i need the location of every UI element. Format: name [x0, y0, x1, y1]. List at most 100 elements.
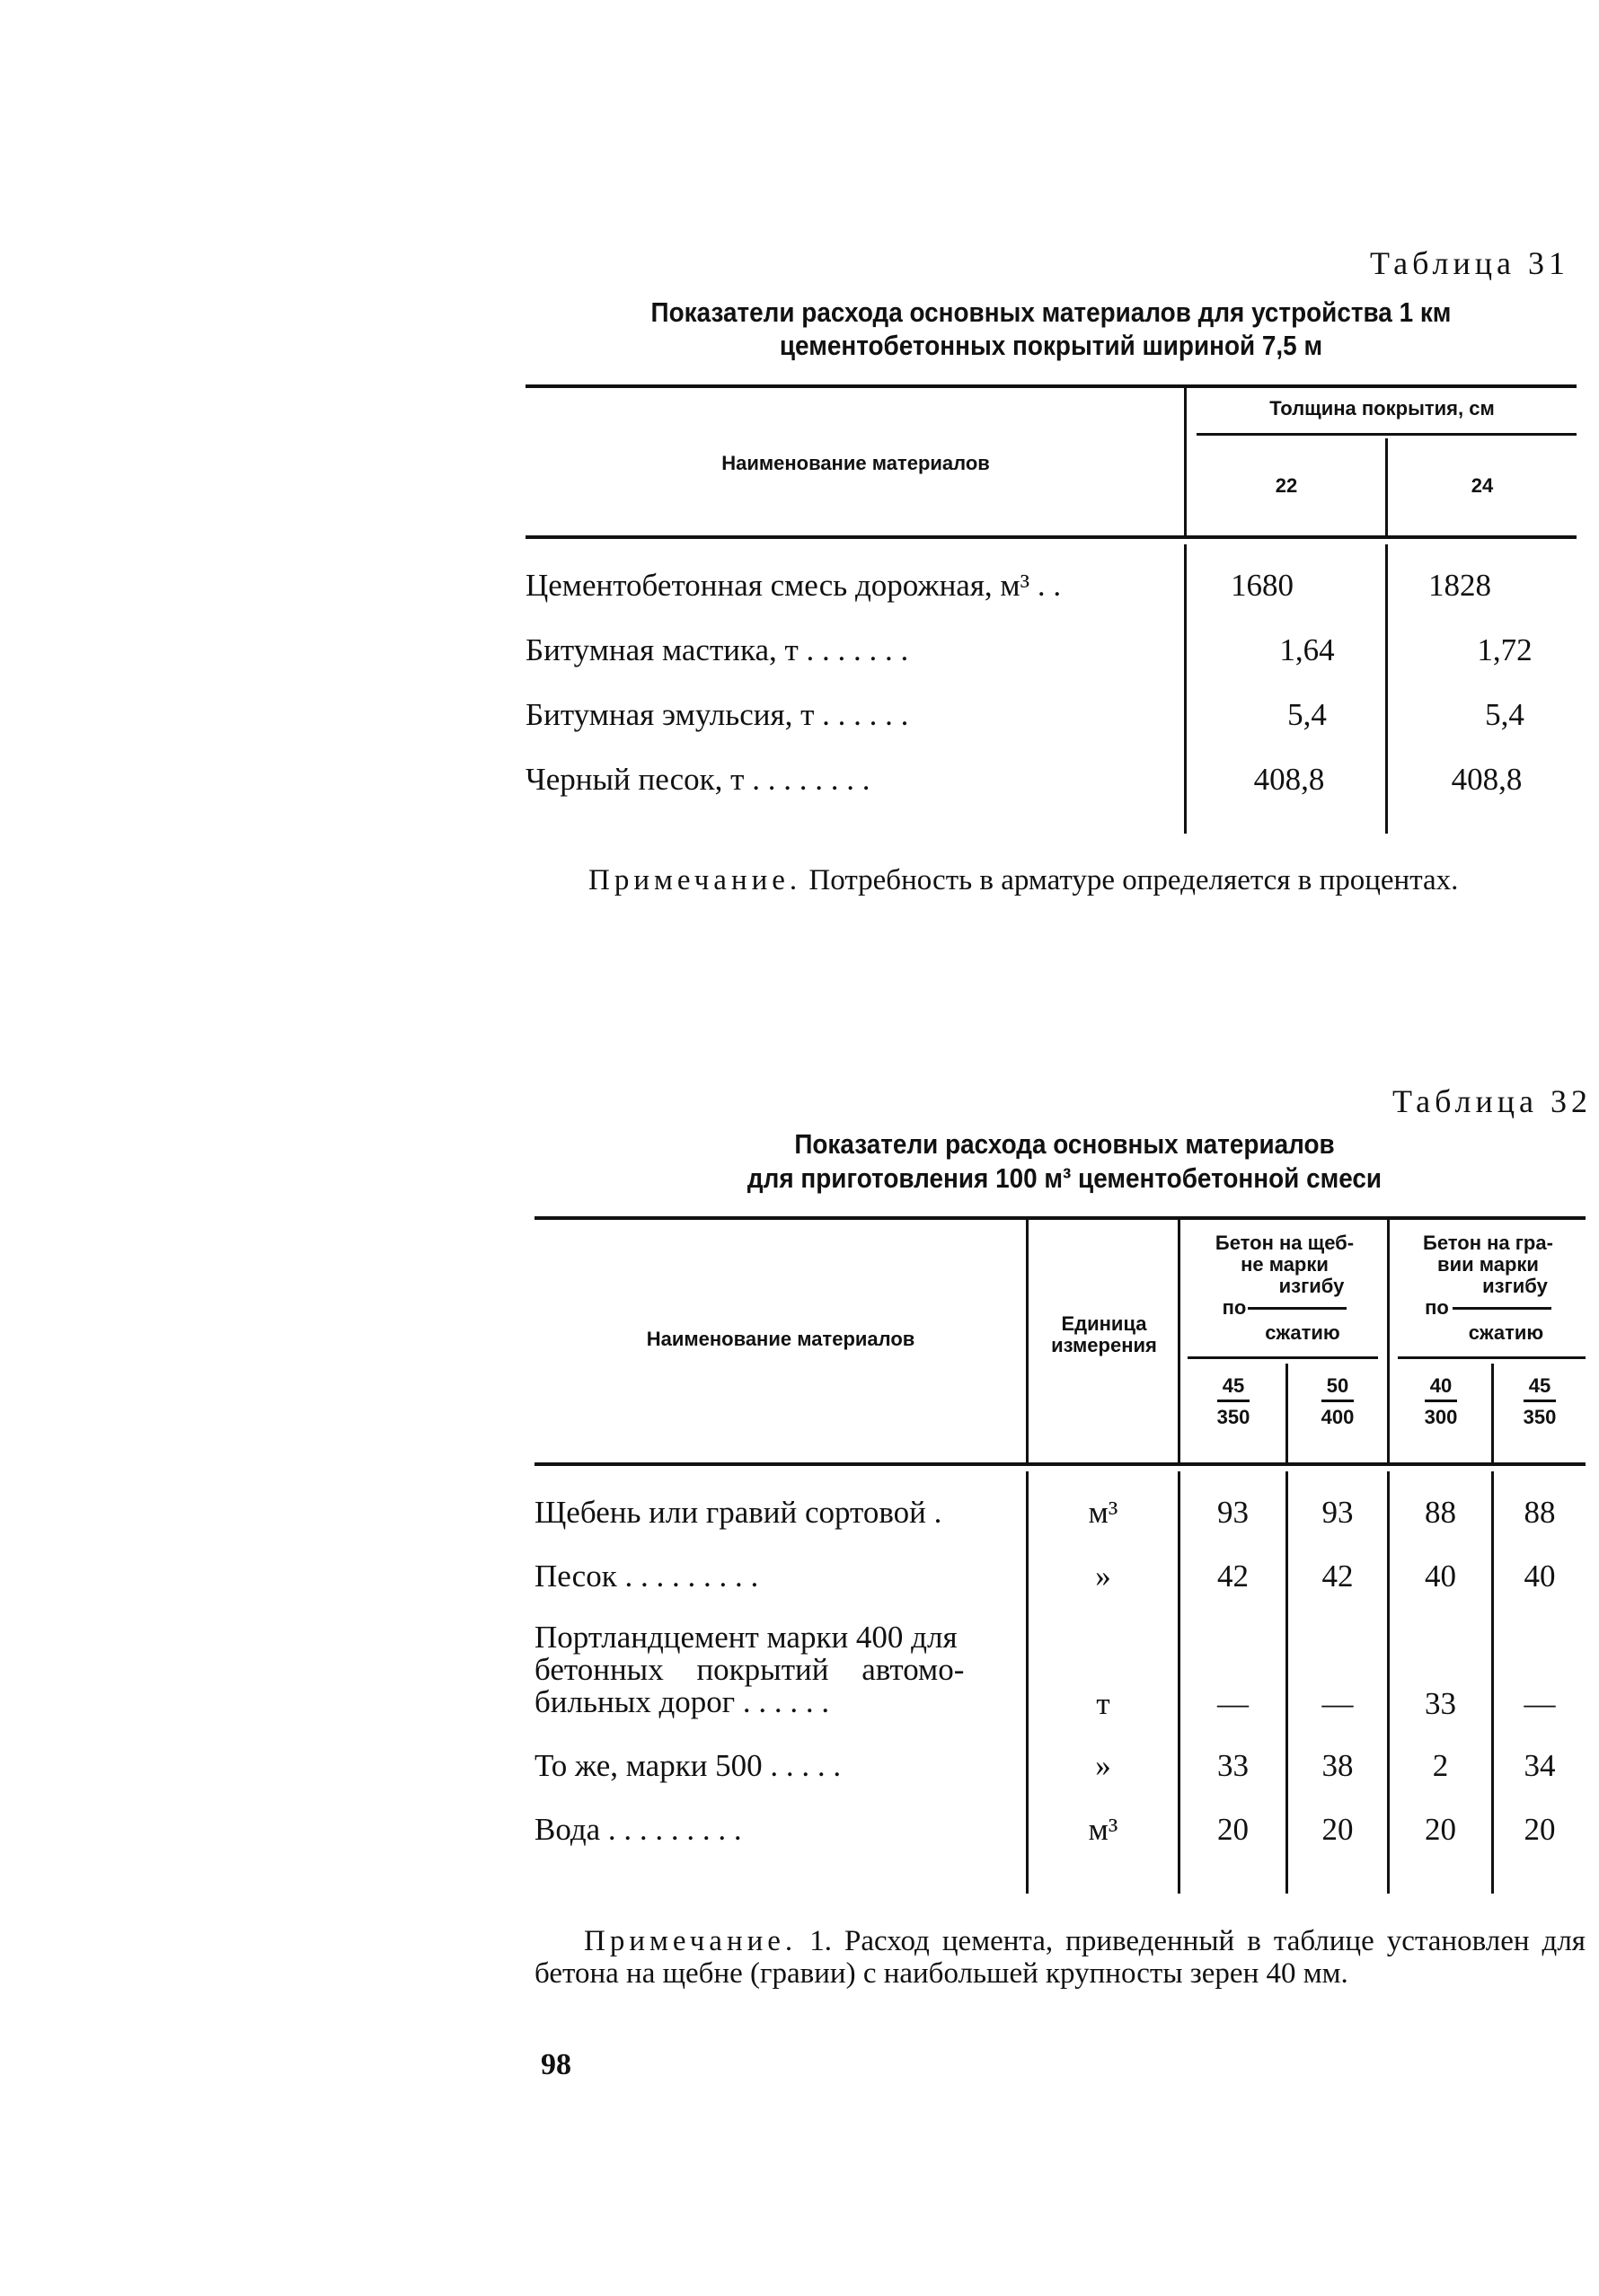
- t32-unit-cell: т: [1096, 1686, 1110, 1721]
- rule: [1188, 1356, 1378, 1359]
- t32-col-name: Наименование материалов: [646, 1328, 915, 1350]
- t32-cell: 20: [1425, 1812, 1456, 1847]
- t31-cell: 408,8: [1451, 762, 1523, 797]
- t31-cell: 1,64: [1279, 632, 1335, 667]
- fraction-bottom: 350: [1216, 1406, 1250, 1428]
- group-label: сжатию: [1468, 1321, 1544, 1344]
- group-label: сжатию: [1265, 1321, 1340, 1344]
- t32-row-name: Вода . . . . . . . . .: [534, 1812, 742, 1847]
- rule: [526, 384, 1577, 388]
- t32-cell: 34: [1524, 1748, 1556, 1783]
- row-name-line: бетонных покрытий автомо-: [534, 1652, 965, 1687]
- t31-note: Примечание. Потребность в арматуре опред…: [526, 864, 1577, 896]
- t32-cell: —: [1321, 1686, 1354, 1721]
- t32-col-fraction: 40 300: [1424, 1376, 1458, 1428]
- fraction-bottom: 300: [1424, 1406, 1458, 1428]
- t32-cell: 38: [1321, 1748, 1354, 1783]
- t32-unit-cell: м³: [1088, 1812, 1118, 1847]
- group-label: Бетон на гра-: [1423, 1232, 1553, 1254]
- t31-cell: 1,72: [1477, 632, 1533, 667]
- t31-col-group: Толщина покрытия, см: [1269, 397, 1495, 419]
- note-text: 1. Расход цемента, приведенный в таблице…: [534, 1925, 1586, 1990]
- t32-cell: 88: [1425, 1495, 1456, 1530]
- t32-unit-cell: »: [1095, 1748, 1111, 1783]
- t31-row-name: Цементобетонная смесь дорожная, м³ . .: [526, 568, 1062, 603]
- t31-row-name: Черный песок, т . . . . . . . .: [526, 762, 870, 797]
- t32-col-fraction: 45 350: [1523, 1376, 1557, 1428]
- t32-cell: —: [1217, 1686, 1249, 1721]
- t32-unit-cell: м³: [1088, 1495, 1118, 1530]
- table31-title-2: цементобетонных покрытий шириной 7,5 м: [779, 330, 1323, 361]
- t32-row-name: Щебень или гравий сортовой .: [534, 1495, 942, 1530]
- group-label: по: [1222, 1296, 1247, 1319]
- t32-cell: 88: [1524, 1495, 1556, 1530]
- note-label: Примечание.: [588, 864, 802, 896]
- page-number: 98: [541, 2048, 571, 2081]
- t31-col-24: 24: [1471, 474, 1494, 497]
- group-label: по: [1425, 1296, 1449, 1319]
- t32-cell: 42: [1321, 1559, 1354, 1594]
- t32-cell: 93: [1321, 1495, 1354, 1530]
- rule: [1197, 433, 1577, 436]
- row-name-line: Портландцемент марки 400 для: [534, 1620, 958, 1655]
- group-label: вии марки: [1437, 1253, 1539, 1276]
- t32-note: Примечание. 1. Расход цемента, приведенн…: [534, 1925, 1586, 1990]
- t31-cell: 408,8: [1253, 762, 1325, 797]
- rule: [1026, 1471, 1029, 1894]
- t32-cell: 20: [1524, 1812, 1556, 1847]
- t32-cell: 20: [1321, 1812, 1354, 1847]
- fraction-bottom: 350: [1523, 1406, 1557, 1428]
- fraction-bottom: 400: [1321, 1406, 1355, 1428]
- rule: [1491, 1364, 1494, 1462]
- table31-title-1: Показатели расхода основных материалов д…: [650, 296, 1452, 328]
- rule: [1387, 1220, 1390, 1462]
- t32-col-unit: Единица измерения: [1029, 1313, 1179, 1356]
- rule: [1385, 438, 1388, 537]
- t31-cell: 1680: [1231, 568, 1294, 603]
- t32-row-name: Портландцемент марки 400 для бетонных пок…: [534, 1621, 1020, 1718]
- group-label: не марки: [1241, 1253, 1329, 1276]
- t32-cell: 33: [1425, 1686, 1456, 1721]
- rule: [534, 1462, 1586, 1466]
- rule: [1178, 1220, 1180, 1462]
- table32-caption: Таблица 32: [1392, 1083, 1592, 1119]
- t32-cell: —: [1524, 1686, 1556, 1721]
- t31-row-name: Битумная эмульсия, т . . . . . .: [526, 697, 909, 732]
- fraction-top: 45: [1216, 1376, 1250, 1402]
- note-text: Потребность в арматуре определяется в пр…: [801, 864, 1459, 896]
- t31-col-22: 22: [1275, 474, 1298, 497]
- t32-group-2: Бетон на гра- вии марки изгибу по сжатию: [1391, 1232, 1586, 1344]
- t32-cell: 42: [1217, 1559, 1249, 1594]
- t32-cell: 40: [1524, 1559, 1556, 1594]
- t32-cell: 93: [1217, 1495, 1249, 1530]
- unit-label: Единица: [1061, 1312, 1147, 1335]
- rule: [534, 1216, 1586, 1220]
- t31-cell: 5,4: [1485, 697, 1524, 732]
- rule: [526, 535, 1577, 539]
- group-label: изгибу: [1278, 1275, 1345, 1297]
- t32-cell: 40: [1425, 1559, 1456, 1594]
- rule: [1285, 1471, 1288, 1894]
- t31-col-name: Наименование материалов: [721, 452, 990, 474]
- rule: [1285, 1364, 1288, 1462]
- table32-title-2: для приготовления 100 м³ цементобетонной…: [746, 1162, 1383, 1194]
- table32-title-1: Показатели расхода основных материалов: [794, 1128, 1335, 1160]
- t32-row-name: Песок . . . . . . . . .: [534, 1559, 759, 1594]
- t31-row-name: Битумная мастика, т . . . . . . .: [526, 632, 909, 667]
- t32-cell: 33: [1217, 1748, 1249, 1783]
- t32-unit-cell: »: [1095, 1559, 1111, 1594]
- t31-cell: 1828: [1428, 568, 1491, 603]
- t31-cell: 5,4: [1287, 697, 1327, 732]
- fraction-top: 40: [1424, 1376, 1458, 1402]
- rule: [1178, 1471, 1180, 1894]
- t32-cell: 20: [1217, 1812, 1249, 1847]
- group-label: изгибу: [1482, 1275, 1548, 1297]
- t32-col-fraction: 50 400: [1321, 1376, 1355, 1427]
- row-name-line: бильных дорог . . . . . .: [534, 1684, 830, 1719]
- rule: [1387, 1471, 1390, 1894]
- rule: [1491, 1471, 1494, 1894]
- fraction-top: 50: [1321, 1376, 1355, 1402]
- rule: [1026, 1220, 1029, 1462]
- t32-row-name: То же, марки 500 . . . . .: [534, 1748, 842, 1783]
